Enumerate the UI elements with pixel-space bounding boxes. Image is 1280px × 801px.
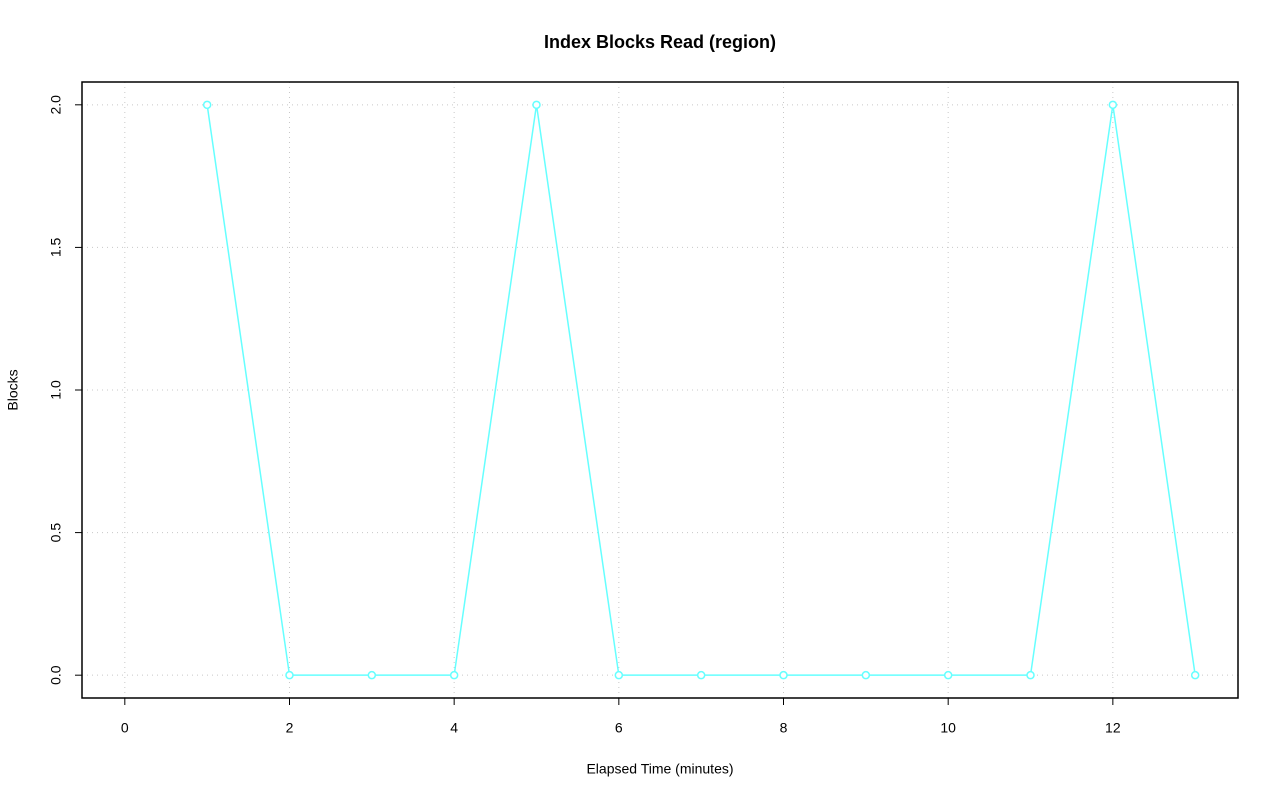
data-point <box>1190 670 1200 680</box>
x-tick-label: 10 <box>940 720 956 736</box>
data-point <box>1108 100 1118 110</box>
data-point <box>532 100 541 110</box>
y-axis-label: Blocks <box>5 369 21 410</box>
chart-title: Index Blocks Read (region) <box>544 32 776 52</box>
y-tick-label: 0.0 <box>48 665 64 685</box>
data-point <box>779 670 788 680</box>
data-point <box>285 670 294 680</box>
data-line <box>206 104 1196 676</box>
data-point <box>367 670 377 680</box>
data-point <box>1026 670 1035 680</box>
data-point <box>202 100 212 110</box>
x-tick-label: 6 <box>615 720 623 736</box>
data-point <box>696 670 706 680</box>
x-axis-label: Elapsed Time (minutes) <box>586 761 733 777</box>
data-point <box>614 670 624 680</box>
x-tick-label: 2 <box>286 720 294 736</box>
data-point <box>861 670 871 680</box>
y-tick-label: 1.5 <box>48 237 64 257</box>
data-point <box>943 670 953 680</box>
y-tick-label: 1.0 <box>48 380 64 400</box>
x-tick-label: 0 <box>121 720 129 736</box>
x-tick-label: 12 <box>1105 720 1121 736</box>
y-tick-label: 2.0 <box>48 95 64 115</box>
x-tick-label: 8 <box>780 720 788 736</box>
plot-frame <box>81 81 1239 699</box>
x-tick-label: 4 <box>450 720 458 736</box>
y-tick-label: 0.5 <box>48 523 64 543</box>
data-point <box>449 670 459 680</box>
